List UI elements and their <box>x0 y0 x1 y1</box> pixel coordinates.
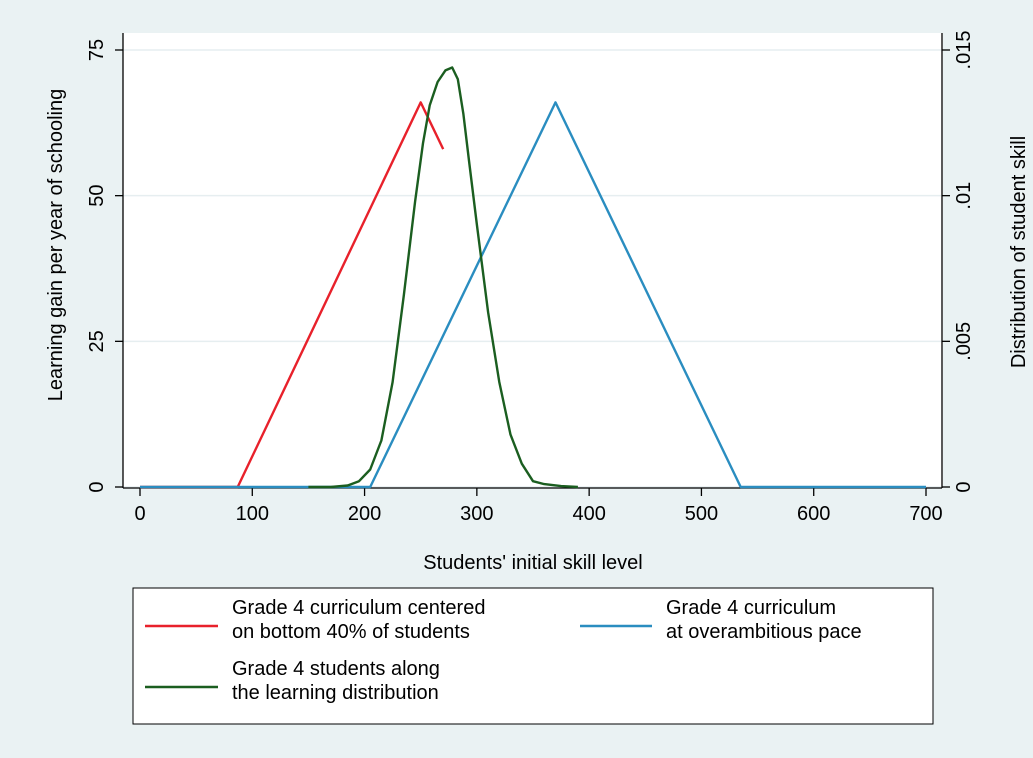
legend-label-2: at overambitious pace <box>666 621 862 643</box>
x-tick-label: 700 <box>909 503 942 525</box>
y-right-tick-label: .015 <box>953 31 975 70</box>
series-lines <box>140 66 926 489</box>
y-right-tick-label: .005 <box>953 322 975 361</box>
x-tick-label: 600 <box>797 503 830 525</box>
legend-label-3: the learning distribution <box>232 682 439 704</box>
y-left-tick-label: 50 <box>86 185 108 207</box>
y-left-tick-label: 75 <box>86 39 108 61</box>
x-tick-label: 100 <box>236 503 269 525</box>
x-tick-label: 200 <box>348 503 381 525</box>
legend-box <box>132 587 934 725</box>
x-tick-label: 300 <box>460 503 493 525</box>
y-right-tick-label: .01 <box>953 182 975 210</box>
y-left-tick-label: 25 <box>86 330 108 352</box>
legend-label-2: Grade 4 curriculum <box>666 597 836 619</box>
legend-label-1: Grade 4 curriculum centered <box>232 597 485 619</box>
series-line-2 <box>140 101 926 489</box>
y-right-tick-label: 0 <box>953 481 975 492</box>
x-axis-title: Students' initial skill level <box>423 552 642 574</box>
x-tick-label: 500 <box>685 503 718 525</box>
x-tick-label: 400 <box>572 503 605 525</box>
ticks: 0 100 200 300 400 500 600 700 0 25 50 75 0 .005 .01 .01… <box>86 31 975 525</box>
legend-label-3: Grade 4 students along <box>232 658 440 680</box>
y-axis-left-title: Learning gain per year of schooling <box>45 89 67 401</box>
plot-background <box>123 33 943 488</box>
series-line-3 <box>308 66 578 489</box>
x-tick-label: 0 <box>134 503 145 525</box>
y-left-tick-label: 0 <box>86 481 108 492</box>
y-axis-right-title: Distribution of student skill <box>1008 136 1030 368</box>
legend-label-1: on bottom 40% of students <box>232 621 470 643</box>
